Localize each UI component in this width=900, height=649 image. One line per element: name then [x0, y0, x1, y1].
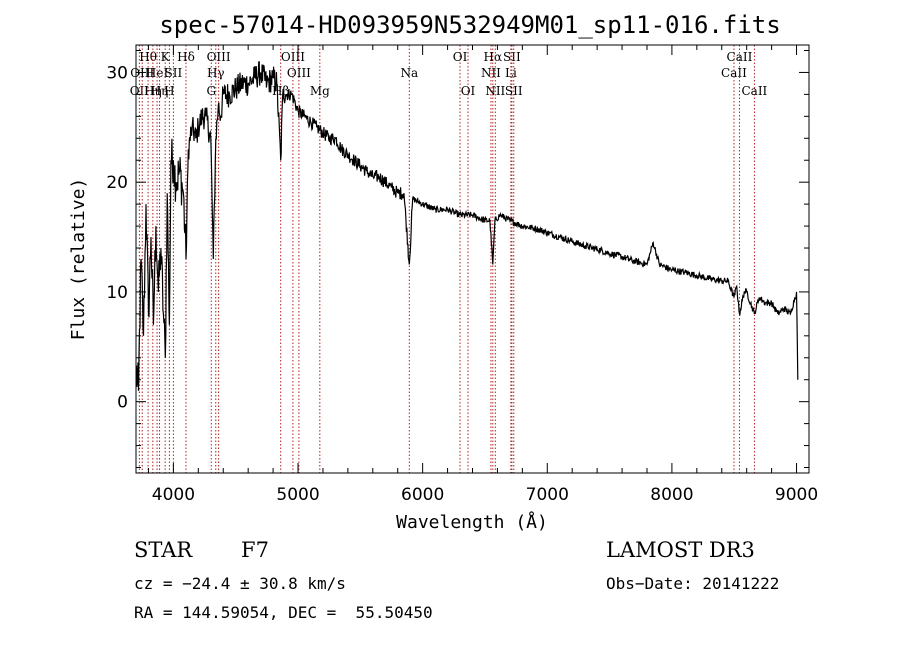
- line-marker-label-21: Hα: [484, 50, 503, 64]
- line-marker-label-6: K: [161, 50, 171, 64]
- y-tick-label-30: 30: [106, 63, 128, 83]
- line-marker-label-19: OI: [461, 84, 476, 98]
- chart-title: spec-57014-HD093959N532949M01_sp11-016.f…: [159, 11, 780, 39]
- line-marker-label-22: NII: [485, 84, 505, 98]
- y-axis: 0 10 20 30: [106, 49, 809, 469]
- line-marker-label-24: SII: [503, 50, 521, 64]
- line-marker-label-18: OI: [453, 50, 468, 64]
- spectrum-line-0: [136, 60, 799, 391]
- redshift-velocity: cz = −24.4 ± 30.8 km/s: [134, 574, 346, 593]
- y-tick-label-20: 20: [106, 173, 128, 193]
- line-marker-label-4: HeI: [146, 66, 169, 80]
- line-marker-label-12: OIII: [207, 50, 231, 64]
- line-marker-label-17: Na: [400, 66, 418, 80]
- line-marker-label-14: OIII: [281, 50, 305, 64]
- object-class: STAR: [134, 538, 193, 562]
- line-marker-label-25: SII: [505, 84, 523, 98]
- line-marker-label-9: Hδ: [177, 50, 195, 64]
- subclass: F7: [241, 538, 269, 562]
- x-tick-label-4000: 4000: [152, 485, 195, 505]
- x-tick-label-6000: 6000: [401, 485, 444, 505]
- x-tick-label-8000: 8000: [650, 485, 693, 505]
- line-marker-label-8: SII: [165, 66, 183, 80]
- plot-area: [136, 60, 799, 391]
- observation-date: Obs−Date: 20141222: [606, 574, 780, 593]
- line-marker-label-20: NII: [481, 66, 501, 80]
- line-marker-label-28: CaII: [741, 84, 767, 98]
- x-axis: 4000 5000 6000 7000 8000 9000: [147, 45, 818, 505]
- coordinates: RA = 144.59054, DEC = 55.50450: [134, 603, 433, 622]
- line-marker-label-16: Mg: [310, 84, 330, 98]
- x-tick-label-5000: 5000: [276, 485, 319, 505]
- line-marker-label-11: Hγ: [207, 66, 225, 80]
- line-markers: OIIOIIIHθHηHeIHηKHSIIHδGHγOIIIHβOIIIOIII…: [130, 45, 768, 473]
- line-marker-label-2: Hθ: [139, 50, 157, 64]
- line-marker-label-15: OIII: [287, 66, 311, 80]
- survey-release: LAMOST DR3: [606, 538, 755, 562]
- line-marker-label-10: G: [206, 84, 216, 98]
- line-marker-label-26: CaII: [721, 66, 747, 80]
- line-marker-label-5: Hη: [151, 84, 169, 98]
- y-tick-label-10: 10: [106, 283, 128, 303]
- x-tick-label-9000: 9000: [775, 485, 818, 505]
- line-marker-label-7: H: [164, 84, 174, 98]
- y-tick-label-0: 0: [117, 393, 128, 413]
- x-axis-label: Wavelength (Å): [396, 511, 548, 533]
- x-tick-label-7000: 7000: [526, 485, 569, 505]
- y-axis-label: Flux (relative): [68, 178, 89, 341]
- line-marker-label-27: CaII: [727, 50, 753, 64]
- plot-frame: [135, 44, 810, 474]
- line-marker-label-23: Li: [505, 66, 517, 80]
- line-marker-label-0: OII: [130, 84, 150, 98]
